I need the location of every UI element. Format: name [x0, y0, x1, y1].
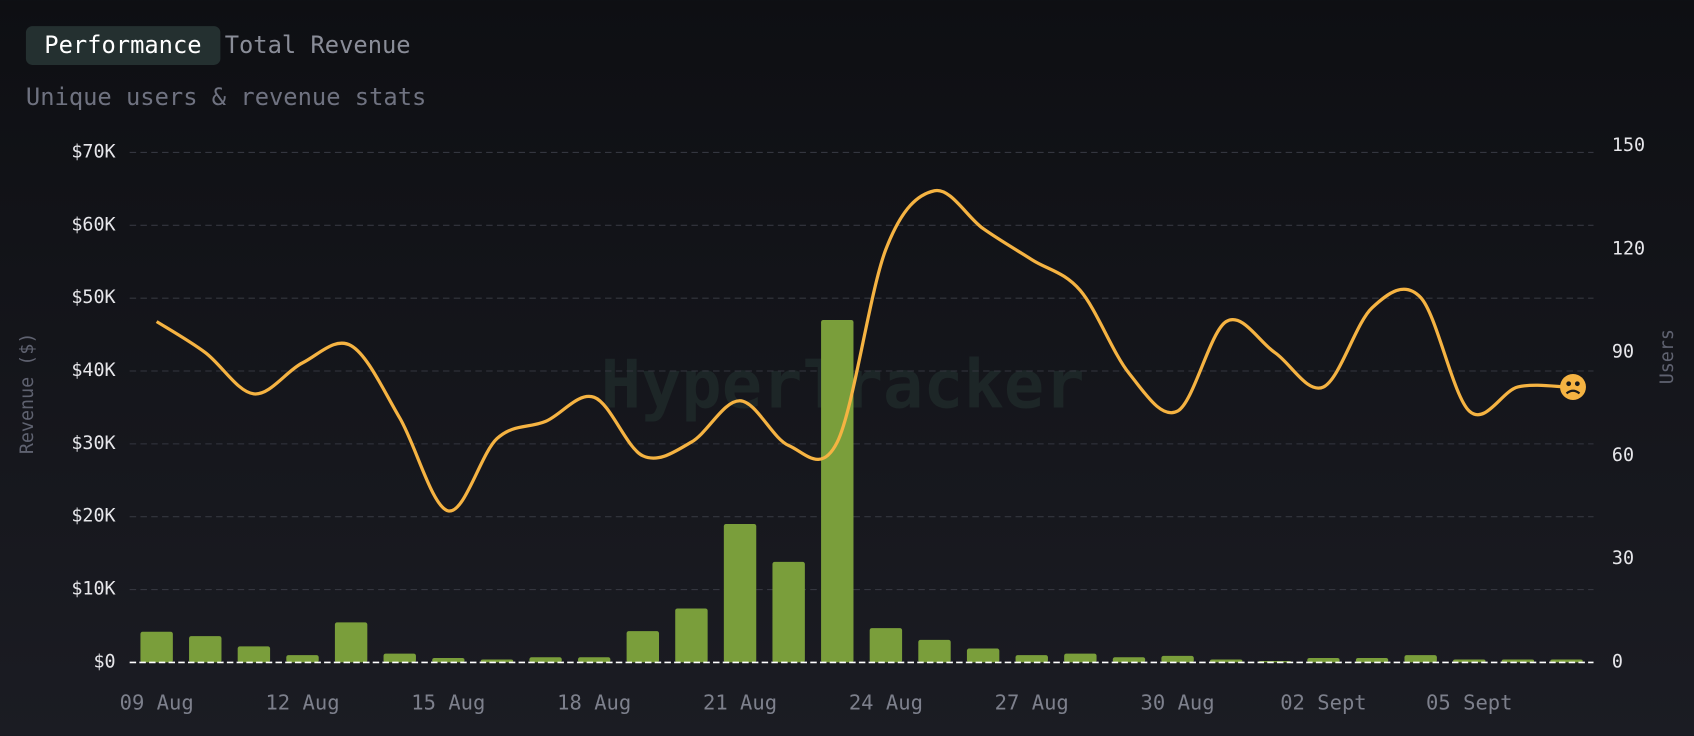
- tab-background[interactable]: [25, 26, 221, 65]
- bar: [869, 628, 903, 663]
- bar: [577, 657, 611, 663]
- bar: [1112, 657, 1146, 663]
- bar: [334, 622, 368, 663]
- bar: [1307, 658, 1340, 663]
- y-tick-label: $10K: [71, 579, 115, 600]
- bar: [626, 631, 660, 663]
- y-tick-label: $40K: [71, 360, 115, 381]
- last-point-marker: [1560, 374, 1586, 400]
- y-tick-label: $60K: [71, 214, 115, 235]
- marker-face-mouth: [1565, 389, 1581, 395]
- x-tick-label: 15 Aug: [411, 690, 485, 714]
- bar: [432, 658, 465, 663]
- y-tick-label: $30K: [71, 433, 115, 454]
- subtitle: Unique users & revenue stats: [26, 83, 426, 111]
- bar: [1015, 655, 1048, 663]
- bar: [918, 639, 951, 663]
- bar: [1161, 655, 1194, 663]
- y-tick-label: $70K: [71, 141, 115, 162]
- y-axis-label: Revenue ($): [17, 333, 38, 455]
- bar: [140, 631, 173, 663]
- x-tick-label: 24 Aug: [849, 690, 923, 714]
- x-tick-label: 18 Aug: [557, 690, 631, 714]
- bar: [675, 608, 708, 663]
- x-tick-label: 09 Aug: [120, 690, 194, 714]
- bar: [772, 561, 805, 663]
- y2-tick-label: 150: [1612, 135, 1645, 156]
- bar: [237, 646, 271, 663]
- bar: [966, 648, 1000, 663]
- tab[interactable]: Performance: [44, 31, 201, 59]
- bar: [383, 653, 416, 663]
- y2-tick-label: 90: [1612, 342, 1634, 363]
- y2-tick-label: 60: [1612, 445, 1634, 466]
- y2-tick-label: 120: [1612, 238, 1645, 259]
- line: [155, 189, 1567, 513]
- bar: [189, 636, 222, 663]
- x-tick-label: 02 Sept: [1280, 690, 1366, 714]
- y-tick-label: $50K: [71, 287, 115, 308]
- x-tick-label: 05 Sept: [1426, 690, 1512, 714]
- marker-face-eye: [1566, 381, 1572, 387]
- bar: [723, 523, 757, 663]
- y2-axis-label: Users: [1657, 329, 1678, 384]
- bar: [1404, 655, 1437, 663]
- bar: [529, 657, 562, 663]
- bar: [286, 655, 319, 663]
- bar: [1355, 658, 1389, 663]
- x-tick-label: 21 Aug: [703, 690, 777, 714]
- marker-face-eye: [1574, 381, 1580, 387]
- x-tick-label: 12 Aug: [265, 690, 339, 714]
- x-tick-label: 27 Aug: [995, 690, 1069, 714]
- y-tick-label: $20K: [71, 506, 115, 527]
- bar: [1064, 653, 1097, 663]
- y-tick-label: $0: [93, 651, 115, 672]
- y2-tick-label: 30: [1612, 548, 1634, 569]
- tab[interactable]: Total Revenue: [225, 31, 411, 59]
- y2-tick-label: 0: [1612, 651, 1623, 672]
- bar: [821, 320, 854, 663]
- x-tick-label: 30 Aug: [1141, 690, 1215, 714]
